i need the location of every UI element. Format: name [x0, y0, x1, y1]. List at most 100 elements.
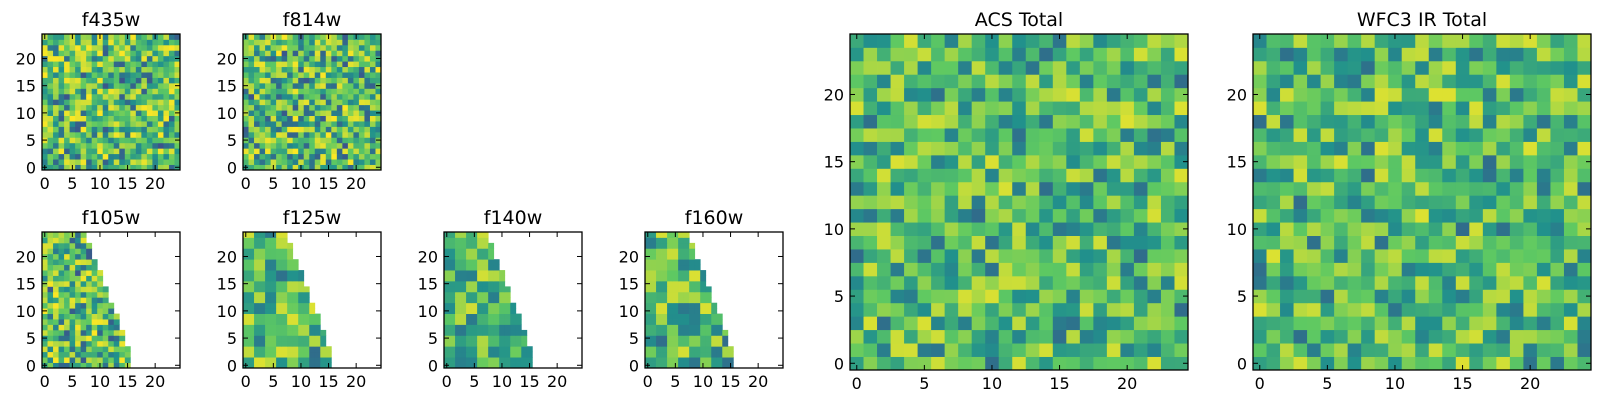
heatmap-cell	[1079, 343, 1094, 357]
heatmap-cell	[364, 153, 371, 160]
heatmap-cell	[270, 110, 277, 116]
heatmap-cell	[694, 313, 701, 320]
heatmap-cell	[1482, 302, 1497, 317]
heatmap-cell	[1482, 168, 1497, 183]
heatmap-cell	[42, 313, 48, 320]
heatmap-cell	[168, 142, 175, 149]
heatmap-cell	[47, 164, 54, 171]
heatmap-cell	[281, 72, 288, 78]
heatmap-cell	[493, 264, 500, 271]
heatmap-cell	[254, 329, 260, 336]
heatmap-cell	[1079, 60, 1094, 75]
heatmap-cell	[287, 164, 294, 171]
heatmap-cell	[80, 313, 87, 320]
heatmap-cell	[58, 291, 65, 298]
x-tick-label: 20	[547, 372, 567, 391]
y-tick-label: 10	[619, 302, 639, 321]
heatmap-cell	[1266, 195, 1281, 210]
heatmap-cell	[91, 346, 98, 353]
heatmap-cell	[683, 248, 690, 255]
heatmap-cell	[353, 137, 360, 144]
heatmap-cell	[1039, 181, 1054, 196]
heatmap-cell	[1012, 34, 1027, 48]
heatmap-cell	[1320, 289, 1335, 304]
heatmap-cell	[1174, 275, 1189, 290]
heatmap-cell	[1307, 275, 1321, 290]
heatmap-cell	[320, 153, 327, 160]
heatmap-cell	[460, 291, 467, 298]
heatmap-cell	[309, 142, 316, 149]
heatmap-cell	[985, 235, 1000, 250]
heatmap-cell	[270, 39, 277, 46]
heatmap-cell	[91, 77, 98, 84]
heatmap-cell	[265, 55, 271, 62]
heatmap-cell	[1079, 289, 1094, 304]
heatmap-cell	[477, 237, 484, 244]
heatmap-cell	[877, 275, 891, 290]
heatmap-cell	[119, 126, 126, 133]
heatmap-cell	[1147, 141, 1162, 156]
heatmap-cell	[369, 164, 376, 171]
heatmap-cell	[515, 346, 522, 353]
heatmap-cell	[1469, 128, 1484, 142]
heatmap-cell	[325, 44, 332, 51]
heatmap-cell	[248, 280, 255, 287]
y-tick-label: 0	[227, 356, 237, 375]
heatmap-cell	[650, 346, 657, 353]
heatmap-cell	[97, 44, 104, 51]
heatmap-cell	[1455, 249, 1470, 263]
heatmap-cell	[80, 259, 87, 266]
heatmap-cell	[1160, 60, 1175, 75]
heatmap-cell	[1428, 128, 1443, 142]
heatmap-cell	[1509, 343, 1524, 357]
heatmap-cell	[97, 148, 104, 155]
heatmap-cell	[320, 346, 327, 353]
heatmap-cell	[1120, 208, 1135, 223]
heatmap-cell	[1025, 60, 1040, 75]
heatmap-cell	[254, 302, 260, 309]
heatmap-cell	[958, 275, 973, 290]
heatmap-cell	[1482, 128, 1497, 142]
heatmap-cell	[1120, 74, 1135, 89]
heatmap-cell	[850, 208, 864, 223]
heatmap-cell	[331, 88, 338, 95]
heatmap-cell	[157, 44, 164, 51]
heatmap-cell	[64, 137, 70, 144]
heatmap-cell	[1374, 181, 1389, 196]
heatmap-cell	[716, 329, 723, 336]
heatmap-cell	[369, 137, 376, 144]
heatmap-cell	[47, 329, 54, 336]
heatmap-cell	[146, 50, 153, 57]
heatmap-cell	[124, 72, 131, 78]
heatmap-cell	[336, 164, 343, 171]
heatmap-cell	[672, 248, 679, 255]
heatmap-cell	[298, 93, 305, 100]
heatmap-cell	[163, 153, 170, 160]
heatmap-cell	[1334, 302, 1349, 317]
heatmap-cell	[1442, 168, 1457, 183]
heatmap-cell	[254, 115, 260, 122]
heatmap-cell	[1401, 208, 1416, 223]
heatmap-cell	[157, 61, 164, 68]
heatmap-cell	[270, 335, 277, 342]
heatmap-cell	[1374, 128, 1389, 142]
heatmap-cell	[58, 164, 65, 171]
heatmap-cell	[69, 286, 76, 293]
heatmap-cell	[1093, 47, 1108, 62]
heatmap-cell	[1469, 47, 1484, 62]
heatmap-cell	[276, 44, 283, 51]
heatmap-cell	[320, 357, 327, 363]
heatmap-cell	[1563, 356, 1578, 371]
heatmap-cell	[86, 324, 93, 331]
heatmap-cell	[303, 61, 310, 68]
heatmap-cell	[1374, 289, 1389, 304]
heatmap-cell	[325, 82, 332, 89]
heatmap-cell	[449, 351, 456, 358]
heatmap-cell	[499, 302, 506, 309]
heatmap-cell	[917, 275, 932, 290]
heatmap-cell	[1361, 262, 1376, 277]
heatmap-cell	[58, 362, 65, 369]
heatmap-cell	[42, 115, 48, 122]
heatmap-cell	[80, 82, 87, 89]
heatmap-cell	[1106, 34, 1121, 48]
